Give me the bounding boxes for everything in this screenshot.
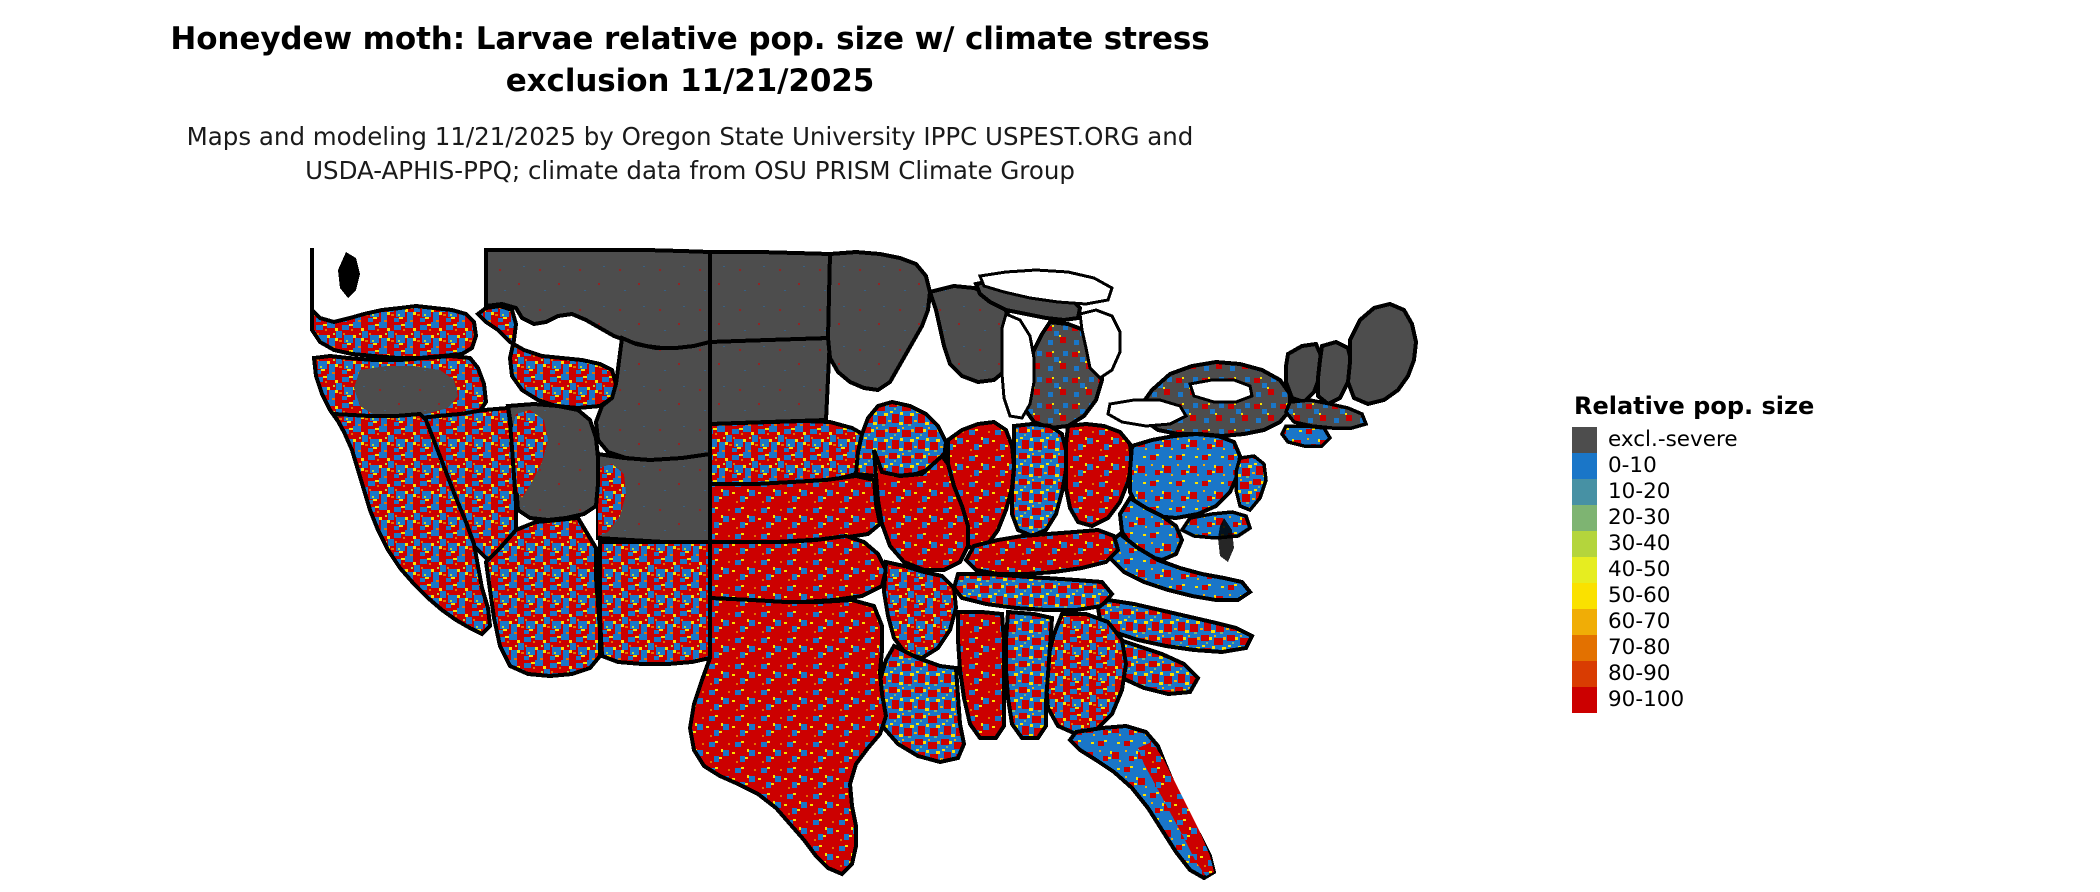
legend-item-label: 60-70: [1608, 609, 1671, 634]
legend-items: excl.-severe 0-10 10-20 20-30 30-40 40-50 50-6…: [1572, 427, 1814, 713]
legend-color-swatch: [1572, 479, 1597, 505]
region-florida-coastal-margin: [1138, 742, 1214, 876]
map-svg: [310, 248, 1419, 881]
legend-color-swatch: [1572, 453, 1597, 479]
region-pennsylvania: [1128, 431, 1243, 521]
legend-item-label: 20-30: [1608, 505, 1671, 530]
region-colorado: [596, 451, 712, 544]
legend-item[interactable]: 0-10: [1572, 453, 1814, 479]
region-massachusetts: [1283, 398, 1369, 430]
region-colorado-mosaic-west: [598, 464, 626, 536]
map-base-layer: [310, 248, 1419, 881]
legend-color-swatch: [1572, 661, 1597, 687]
region-new-jersey: [1234, 454, 1268, 513]
lake-erie: [1106, 398, 1189, 428]
legend-item[interactable]: 10-20: [1572, 479, 1814, 505]
region-louisiana: [875, 643, 967, 765]
legend-color-swatch: [1572, 427, 1597, 453]
region-florida: [1067, 723, 1217, 881]
legend-item-label: 70-80: [1608, 635, 1671, 660]
legend-item[interactable]: 50-60: [1572, 583, 1814, 609]
legend-item[interactable]: 40-50: [1572, 557, 1814, 583]
page-title: Honeydew moth: Larvae relative pop. size…: [170, 21, 1210, 99]
map-legend: Relative pop. size excl.-severe 0-10 10-20…: [1572, 392, 1814, 713]
legend-item[interactable]: 60-70: [1572, 609, 1814, 635]
legend-item-label: 10-20: [1608, 479, 1671, 504]
region-ohio: [1064, 421, 1135, 529]
legend-item-label: 40-50: [1608, 557, 1671, 582]
region-kentucky: [963, 527, 1121, 576]
region-texas: [687, 595, 889, 877]
region-washington: [310, 248, 479, 360]
chart-subtitle: Maps and modeling 11/21/2025 by Oregon S…: [186, 122, 1194, 185]
legend-item[interactable]: 30-40: [1572, 531, 1814, 557]
region-new-hampshire: [1316, 339, 1355, 407]
region-maine: [1345, 301, 1419, 407]
region-virginia: [1105, 531, 1253, 602]
region-north-dakota: [708, 250, 833, 345]
region-new-mexico: [598, 540, 712, 666]
legend-item[interactable]: 20-30: [1572, 505, 1814, 531]
legend-color-swatch: [1572, 583, 1597, 609]
title-block: Honeydew moth: Larvae relative pop. size…: [0, 18, 1380, 188]
region-oregon-excluded-core: [354, 366, 458, 418]
puget-sound: [338, 252, 360, 298]
region-tennessee: [951, 572, 1115, 612]
region-arkansas: [881, 559, 959, 661]
great-lakes-water: [977, 268, 1254, 428]
region-maryland: [1179, 510, 1253, 540]
region-minnesota: [825, 249, 933, 393]
region-alabama: [1004, 609, 1055, 740]
lake-superior: [977, 268, 1114, 306]
legend-item-label: 0-10: [1608, 453, 1657, 478]
legend-item-label: 90-100: [1608, 687, 1685, 712]
region-montana: [484, 248, 712, 350]
legend-item-label: 50-60: [1608, 583, 1671, 608]
region-nebraska: [708, 418, 877, 486]
us-choropleth-map: [290, 218, 1530, 890]
region-oklahoma: [708, 533, 889, 604]
region-south-dakota: [708, 335, 833, 427]
legend-item[interactable]: 90-100: [1572, 687, 1814, 713]
region-mississippi: [956, 610, 1006, 740]
legend-color-swatch: [1572, 557, 1597, 583]
legend-color-swatch: [1572, 609, 1597, 635]
legend-item[interactable]: 80-90: [1572, 661, 1814, 687]
lake-huron: [1078, 308, 1122, 380]
legend-item-label: excl.-severe: [1608, 427, 1738, 452]
lake-ontario: [1188, 378, 1254, 404]
lake-michigan: [1000, 311, 1036, 420]
region-california: [330, 411, 493, 637]
region-arizona: [483, 515, 602, 679]
legend-color-swatch: [1572, 531, 1597, 557]
legend-item-label: 80-90: [1608, 661, 1671, 686]
legend-color-swatch: [1572, 687, 1597, 713]
legend-color-swatch: [1572, 635, 1597, 661]
legend-title: Relative pop. size: [1574, 392, 1815, 420]
legend-item-label: 30-40: [1608, 531, 1671, 556]
coastal-water-features: [338, 252, 1234, 562]
legend-item[interactable]: 70-80: [1572, 635, 1814, 661]
region-georgia: [1043, 612, 1129, 737]
region-indiana: [1010, 421, 1068, 539]
region-utah-mosaic: [510, 410, 548, 498]
region-vermont: [1284, 341, 1325, 405]
region-wyoming: [593, 335, 712, 462]
region-connecticut: [1279, 424, 1333, 448]
legend-item[interactable]: excl.-severe: [1572, 427, 1814, 453]
chesapeake-bay: [1218, 518, 1234, 562]
region-kansas: [708, 473, 883, 544]
legend-color-swatch: [1572, 505, 1597, 531]
